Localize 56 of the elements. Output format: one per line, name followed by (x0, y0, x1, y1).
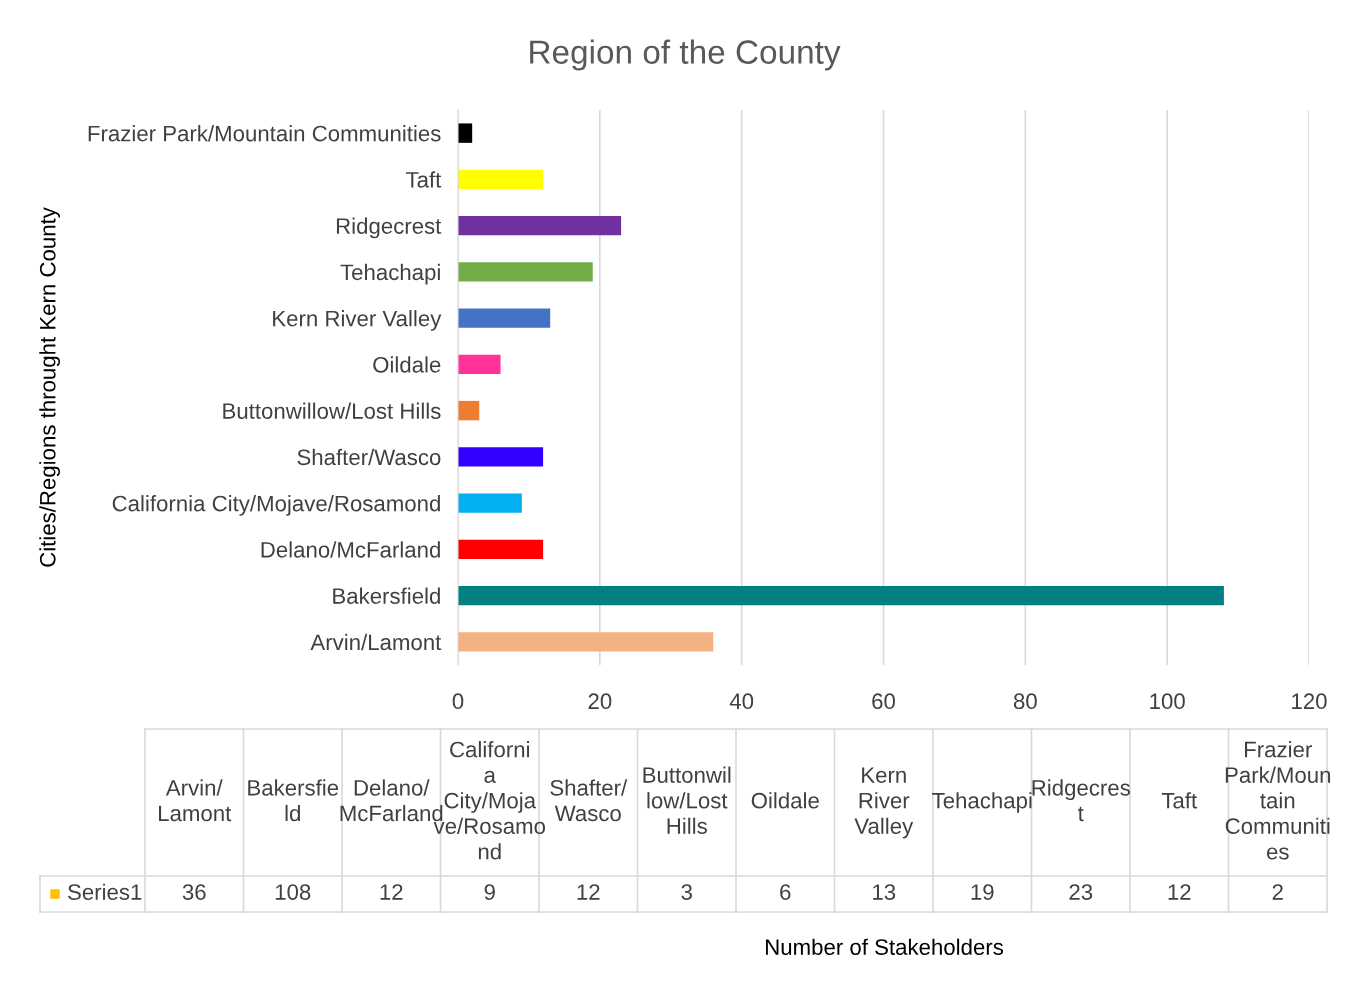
y-tick-label: Arvin/Lamont (310, 633, 442, 651)
y-tick-label: Delano/McFarland (261, 541, 440, 558)
legend-label: Series1 (68, 883, 142, 900)
data-label: 2 (1272, 884, 1283, 900)
x-tick-label: 60 (872, 693, 895, 710)
bar (458, 308, 551, 328)
bar (458, 539, 544, 560)
category-label: Ridgecrest (1032, 779, 1130, 822)
category-label: Buttonwillow/Lost Hills (643, 766, 731, 835)
y-tick-label: Taft (406, 171, 442, 188)
y-tick-label: Frazier Park/Mountain Communities (88, 125, 441, 142)
x-tick-label: 40 (729, 693, 754, 710)
data-label: 6 (780, 884, 791, 900)
bar (458, 585, 1224, 606)
y-tick-label: Bakersfield (333, 587, 440, 604)
category-label: Arvin/Lamont (159, 779, 232, 822)
data-label: 36 (182, 884, 206, 900)
y-tick-label: Ridgecrest (336, 217, 442, 239)
bar (458, 262, 593, 282)
category-label: Taft (1161, 792, 1197, 809)
y-tick-label: Shafter/Wasco (297, 448, 441, 466)
bar (458, 123, 473, 143)
bar (458, 632, 714, 652)
y-tick-label: Oildale (373, 356, 441, 373)
data-label: 12 (1168, 884, 1191, 900)
bar (458, 169, 544, 190)
x-tick-label: 20 (588, 693, 612, 710)
bar (458, 493, 522, 513)
category-label: Oildale (751, 792, 819, 809)
x-tick-label: 120 (1292, 693, 1327, 710)
text: Number of Stakeholders (766, 938, 1004, 955)
x-tick-label: 100 (1150, 693, 1185, 710)
data-label: 12 (577, 884, 600, 900)
y-tick-label: California City/Mojave/Rosamond (112, 495, 440, 516)
data-label: 108 (275, 884, 311, 900)
bar (458, 400, 480, 421)
category-label: Shafter/Wasco (550, 779, 628, 822)
data-label: 19 (971, 884, 994, 900)
data-label: 13 (873, 884, 896, 900)
x-tick-label: 80 (1013, 693, 1037, 710)
category-label: Kern River Valley (854, 767, 914, 839)
data-label: 9 (484, 884, 495, 900)
bar (458, 447, 544, 467)
y-tick-label: Kern River Valley (273, 310, 442, 331)
category-label: Frazier Park/Mountain Communities (1225, 741, 1331, 860)
category-label: Tehachapi (932, 792, 1032, 813)
y-axis-title: Cities/Regions throught Kern County (39, 207, 60, 567)
y-tick-label: Tehachapi (340, 263, 440, 285)
bar (458, 215, 622, 236)
data-label: 23 (1069, 884, 1093, 900)
data-label: 12 (380, 884, 403, 900)
y-tick-label: Buttonwillow/Lost Hills (223, 402, 441, 419)
chart-title: Region of the County (530, 39, 841, 71)
bar (458, 354, 501, 375)
data-label: 3 (681, 884, 692, 900)
x-tick-label: 0 (452, 693, 464, 710)
